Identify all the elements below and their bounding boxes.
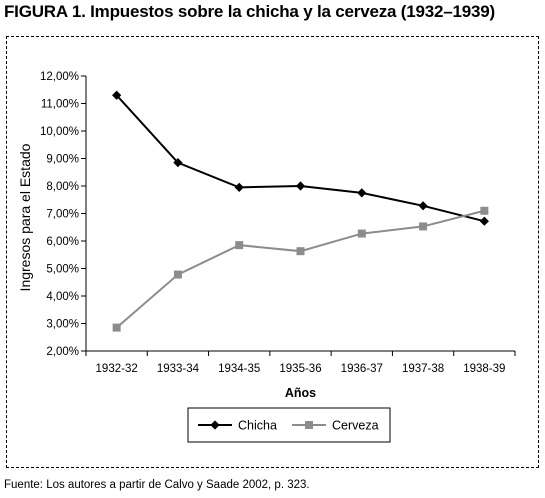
data-point-chicha (479, 216, 489, 226)
x-axis-ticks: 1932-32 1933-34 1934-35 1935-36 1936-37 1937-… (85, 351, 516, 375)
legend-label: Chicha (238, 419, 277, 433)
data-point-cerveza (296, 247, 305, 256)
legend-item-chicha: Chicha (198, 419, 277, 433)
figure-source: Fuente: Los autores a partir de Calvo y … (4, 479, 310, 491)
data-point-cerveza (357, 229, 366, 238)
y-tick-label: 9,00% (46, 154, 79, 166)
y-tick-label: 11,00% (41, 99, 79, 111)
y-axis-label: Ingresos para el Estado (17, 143, 33, 291)
y-tick-label: 10,00% (40, 126, 79, 138)
series-line-chicha (115, 94, 485, 223)
x-tick-label: 1937-38 (402, 363, 444, 375)
data-point-cerveza (112, 323, 121, 332)
x-tick-label: 1933-34 (157, 363, 200, 375)
y-tick-label: 5,00% (46, 264, 79, 276)
data-point-chicha (112, 90, 122, 100)
legend-swatch-marker (210, 420, 220, 430)
data-point-chicha (295, 181, 306, 191)
data-point-cerveza (480, 206, 489, 215)
legend-item-cerveza: Cerveza (292, 419, 379, 433)
x-tick-label: 1934-35 (218, 363, 260, 375)
y-tick-label: 4,00% (46, 291, 79, 303)
figure-title: FIGURA 1. Impuestos sobre la chicha y la… (4, 2, 495, 21)
x-axis-label: Años (285, 386, 316, 400)
x-tick-label: 1938-39 (463, 363, 505, 375)
y-tick-label: 12,00% (40, 71, 79, 83)
legend-swatch-marker (305, 421, 313, 429)
data-point-chicha (173, 158, 183, 168)
data-point-chicha (357, 188, 367, 198)
y-tick-label: 8,00% (46, 181, 79, 193)
series-cerveza (112, 206, 489, 332)
legend: Chicha Cerveza (187, 407, 391, 443)
series-layer (112, 90, 489, 332)
series-line-cerveza (115, 209, 485, 329)
data-point-chicha (418, 201, 428, 211)
series-chicha (112, 90, 489, 226)
x-tick-label: 1935-36 (279, 363, 321, 375)
data-point-chicha (234, 182, 244, 192)
data-point-cerveza (173, 270, 182, 279)
y-axis-ticks: 2,00% 3,00% 4,00% 5,00% 6,00% 7,00% 8,00% 9,00%… (40, 71, 86, 358)
y-tick-label: 6,00% (46, 236, 79, 248)
legend-label: Cerveza (332, 419, 379, 433)
y-tick-label: 2,00% (46, 346, 79, 358)
figure-frame (6, 36, 539, 468)
x-tick-label: 1932-32 (96, 363, 138, 375)
x-tick-label: 1936-37 (341, 363, 383, 375)
y-tick-label: 7,00% (46, 209, 79, 221)
data-point-cerveza (235, 241, 244, 250)
data-point-cerveza (419, 222, 428, 231)
y-tick-label: 3,00% (46, 319, 79, 331)
